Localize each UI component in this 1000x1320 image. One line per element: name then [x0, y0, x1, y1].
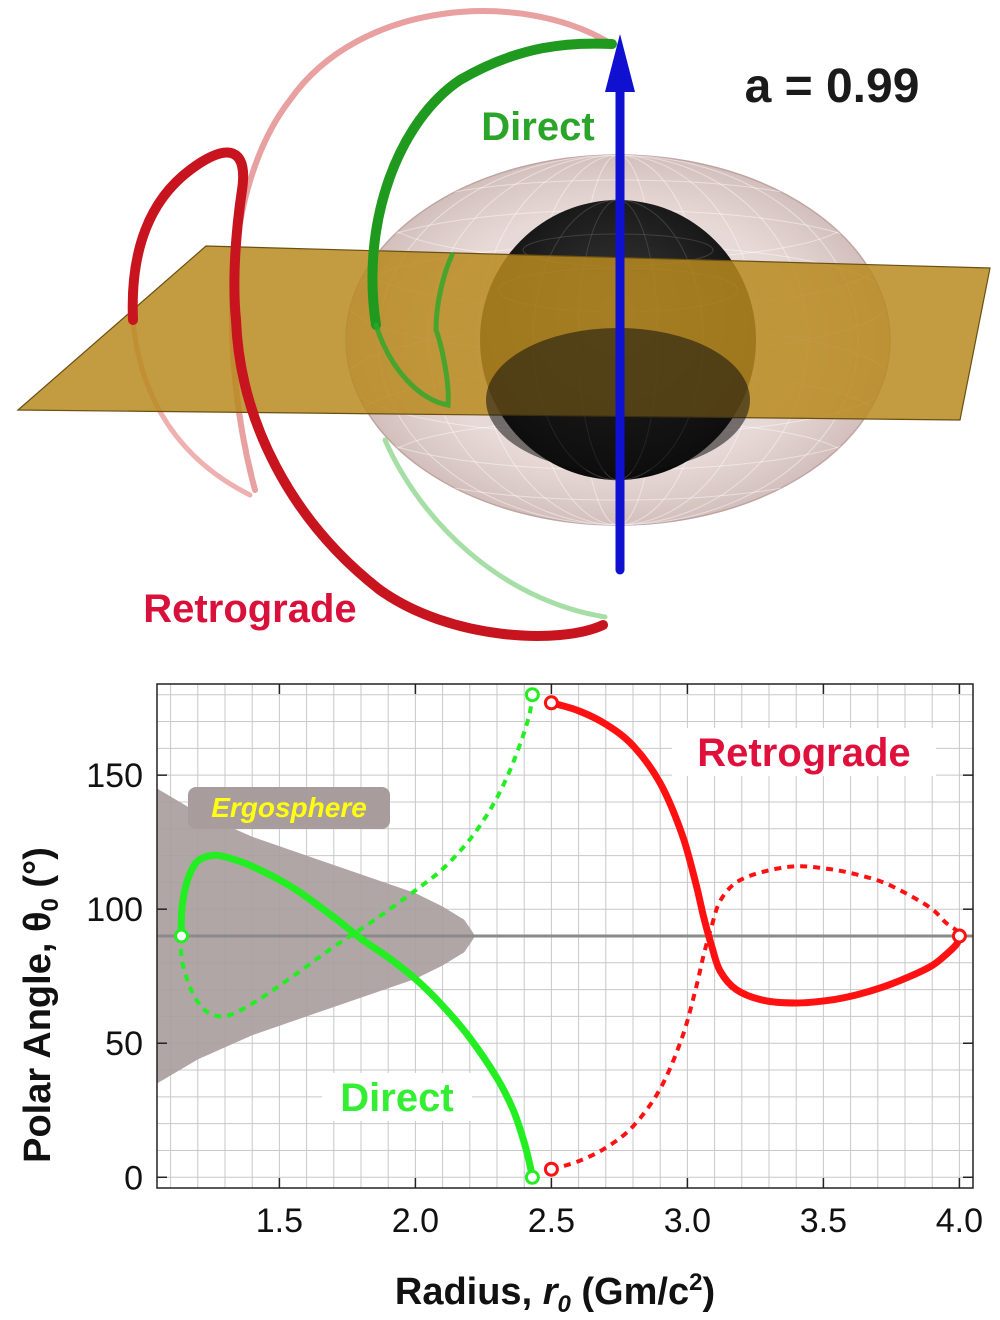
axis-ticks: 1.5 2.0 2.5 3.0 3.5 4.0 0 50 100 150: [86, 684, 983, 1240]
y-axis-label: Polar Angle, θ0 (°): [17, 847, 64, 1163]
y-axis-label-main: Polar Angle, θ: [17, 912, 59, 1163]
polar-angle-vs-radius-chart: 1.5 2.0 2.5 3.0 3.5 4.0 0 50 100 150 Ergosphere R…: [17, 683, 983, 1318]
x-tick-label: 1.5: [256, 1202, 303, 1240]
x-axis-label-var: r: [543, 1271, 560, 1313]
plot-retrograde-label: Retrograde: [697, 731, 910, 775]
y-tick-label: 150: [86, 757, 143, 795]
y-axis-label-sub: 0: [37, 898, 64, 911]
spin-parameter-label: a = 0.99: [745, 60, 920, 113]
direct-endpoint-marker: [524, 1169, 540, 1185]
retrograde-dashed-curve: [550, 864, 962, 1172]
x-axis-label: Radius, r0 (Gm/c2): [395, 1269, 715, 1318]
scene-retrograde-label: Retrograde: [143, 587, 356, 631]
y-axis-label-unit: (°): [17, 847, 59, 898]
retrograde-orbit-lower-arc: [231, 315, 608, 641]
direct-orbit-inner-loop: [373, 252, 455, 408]
x-axis-label-unit-b: ): [702, 1271, 715, 1313]
endpoint-markers: [173, 687, 967, 1185]
retrograde-solid-curve: [547, 699, 963, 1007]
y-tick-label: 0: [124, 1159, 143, 1197]
plot-direct-label: Direct: [340, 1076, 453, 1120]
x-axis-label-main: Radius,: [395, 1271, 543, 1313]
ergosphere-label-box: [188, 787, 390, 829]
direct-orbit-upper-arc: [367, 38, 617, 330]
direct-solid-curve: [177, 851, 536, 1181]
x-tick-label: 2.5: [528, 1202, 575, 1240]
direct-endpoint-marker: [173, 928, 189, 944]
retrograde-orbit-upper-loop: [127, 147, 249, 325]
retrograde-label-bg: [672, 728, 936, 776]
x-tick-label: 2.0: [392, 1202, 439, 1240]
direct-orbit-lower-faint: [382, 437, 608, 620]
spin-axis-arrow: [605, 34, 635, 575]
retrograde-endpoint-marker: [543, 1161, 559, 1177]
x-axis-label-unit-sup: 2: [689, 1269, 702, 1296]
x-axis-label-unit-a: (Gm/c: [571, 1271, 689, 1313]
kerr-orbit-3d-scene: a = 0.99 Direct Retrograde: [16, 8, 991, 641]
y-tick-label: 50: [105, 1025, 143, 1063]
ergosphere-label: Ergosphere: [211, 792, 367, 823]
x-tick-label: 3.5: [800, 1202, 847, 1240]
series-layer: [177, 694, 963, 1181]
retrograde-endpoint-marker: [951, 928, 967, 944]
y-tick-label: 100: [86, 891, 143, 929]
retrograde-endpoint-marker: [543, 695, 559, 711]
x-axis-label-sub: 0: [557, 1291, 571, 1318]
scene-direct-label: Direct: [481, 105, 594, 149]
direct-label-bg: [322, 1073, 472, 1121]
plot-frame: [156, 683, 974, 1189]
x-tick-label: 4.0: [936, 1202, 983, 1240]
direct-endpoint-marker: [524, 687, 540, 703]
x-tick-label: 3.0: [664, 1202, 711, 1240]
